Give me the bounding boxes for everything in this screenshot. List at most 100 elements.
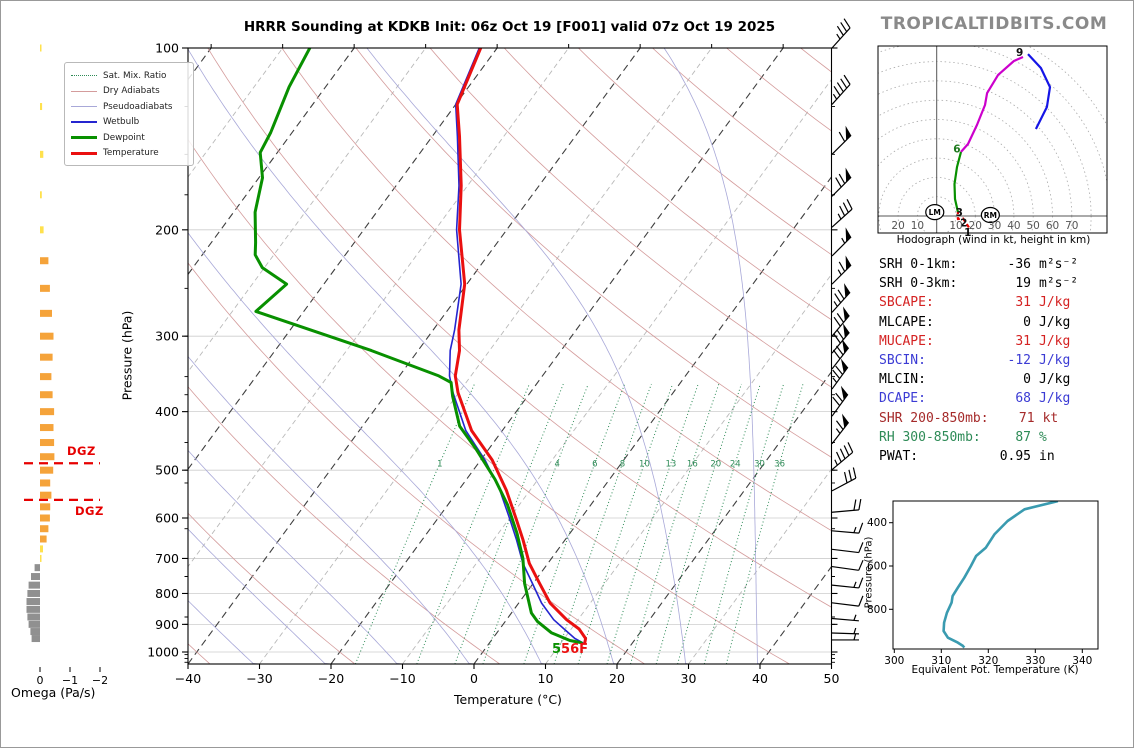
- wind-barbs: [831, 18, 864, 641]
- stat-row-mucape: MUCAPE: 31 J/kg: [879, 333, 1071, 349]
- hodo-marker-LM: [925, 204, 945, 221]
- svg-text:320: 320: [978, 655, 998, 667]
- surface-dewpoint-label: 5: [552, 642, 562, 657]
- svg-text:700: 700: [155, 551, 179, 566]
- svg-text:500: 500: [155, 463, 179, 478]
- stat-row-rh: RH 300-850mb: 87%: [879, 429, 1047, 445]
- svg-text:900: 900: [155, 617, 179, 632]
- dewpoint-swatch: [71, 136, 97, 140]
- surface-temperature-label: 56F: [561, 642, 589, 657]
- legend-item: Sat. Mix. Ratio: [71, 68, 187, 84]
- svg-text:0: 0: [37, 674, 44, 687]
- pseudoadiabat-swatch: [71, 106, 97, 108]
- legend-item: Temperature: [71, 146, 187, 162]
- svg-text:60: 60: [1046, 220, 1059, 232]
- svg-text:−30: −30: [246, 671, 272, 686]
- thetae-axis-title: Equivalent Pot. Temperature (K): [911, 664, 1079, 676]
- svg-text:24: 24: [730, 459, 741, 469]
- svg-text:20: 20: [969, 220, 982, 232]
- stat-row-shr: SHR 200-850mb: 71 kt: [879, 410, 1059, 426]
- svg-text:2: 2: [960, 218, 967, 230]
- svg-text:10: 10: [911, 220, 924, 232]
- stat-row-pwat: PWAT: 0.95 in: [879, 448, 1055, 464]
- svg-text:310: 310: [931, 655, 951, 667]
- svg-text:−20: −20: [318, 671, 344, 686]
- wetbulb-swatch: [71, 121, 97, 124]
- hodo-segment-6-9km: [960, 55, 1024, 153]
- site-logo: TROPICALTIDBITS.COM: [880, 14, 1108, 34]
- svg-text:50: 50: [824, 671, 840, 686]
- svg-text:30: 30: [754, 459, 765, 469]
- legend-label: Wetbulb: [103, 117, 140, 128]
- svg-text:LM: LM: [929, 208, 941, 217]
- svg-text:600: 600: [867, 561, 887, 573]
- svg-text:800: 800: [867, 604, 887, 616]
- thetae-curve: [942, 501, 1059, 649]
- svg-text:−2: −2: [92, 674, 108, 687]
- svg-text:6: 6: [953, 143, 960, 155]
- svg-text:3: 3: [956, 207, 963, 219]
- svg-text:0: 0: [470, 671, 478, 686]
- svg-text:100: 100: [155, 41, 179, 56]
- dgz-label-upper: DGZ: [67, 444, 96, 458]
- svg-text:30: 30: [681, 671, 697, 686]
- omega-axis-title: Omega (Pa/s): [11, 685, 96, 700]
- satmix-line-swatch: [71, 75, 97, 77]
- svg-text:1: 1: [437, 459, 442, 469]
- dry-adiabat-swatch: [71, 90, 97, 92]
- mixing-ratio-lines: [354, 383, 804, 664]
- svg-text:36: 36: [774, 459, 785, 469]
- legend-label: Dry Adiabats: [103, 86, 160, 97]
- pressure-axis-title: Pressure (hPa): [119, 310, 135, 401]
- svg-text:400: 400: [155, 404, 179, 419]
- dgz-label-lower: DGZ: [75, 504, 104, 518]
- stat-row-srh1: SRH 0-1km: -36 m²s⁻²: [879, 257, 1079, 272]
- svg-text:40: 40: [1007, 220, 1020, 232]
- hodo-marker-RM: [980, 206, 1000, 224]
- thetae-panel: 400 600 800 300 310 320 330 340: [867, 500, 1099, 667]
- svg-text:RM: RM: [984, 211, 997, 220]
- hodo-segment-9km+: [1027, 53, 1052, 130]
- page-title: HRRR Sounding at KDKB Init: 06z Oct 19 […: [243, 19, 776, 35]
- svg-text:20: 20: [891, 220, 904, 232]
- mixing-ratio-labels: 1 4 6 8 10 13 16 20 24 30 36: [437, 459, 785, 469]
- surface-temp-labels: 556F: [552, 642, 588, 657]
- temperature-swatch: [71, 151, 97, 155]
- hodograph-caption: Hodograph (wind in kt, height in km): [896, 234, 1091, 246]
- legend-label: Sat. Mix. Ratio: [103, 70, 167, 81]
- svg-text:600: 600: [155, 511, 179, 526]
- stat-row-mlcape: MLCAPE: 0 J/kg: [879, 314, 1071, 330]
- svg-text:30: 30: [988, 220, 1001, 232]
- thetae-pressure-title: Pressure (hPa): [863, 536, 875, 609]
- dry-adiabats: [188, 48, 832, 664]
- svg-text:−40: −40: [175, 671, 201, 686]
- legend-item: Pseudoadiabats: [71, 99, 187, 115]
- svg-text:4: 4: [555, 459, 560, 469]
- hodo-segment-3-6km: [953, 151, 963, 213]
- svg-text:300: 300: [884, 655, 904, 667]
- svg-text:−10: −10: [389, 671, 415, 686]
- svg-text:400: 400: [867, 517, 887, 529]
- svg-text:9: 9: [1016, 47, 1023, 59]
- svg-text:70: 70: [1065, 220, 1078, 232]
- svg-text:20: 20: [609, 671, 625, 686]
- indices-panel: SRH 0-1km: -36 m²s⁻² SRH 0-3km: 19 m²s⁻² SBC…: [879, 255, 1095, 466]
- svg-text:16: 16: [687, 459, 698, 469]
- svg-text:10: 10: [639, 459, 650, 469]
- temperature-curve: [453, 48, 588, 645]
- thetae-curve-group: [942, 501, 1059, 649]
- wetbulb-curve: [448, 48, 584, 644]
- stat-row-dcape: DCAPE: 68 J/kg: [879, 391, 1071, 407]
- legend-box: Sat. Mix. Ratio Dry Adiabats Pseudoadiab…: [64, 62, 194, 166]
- svg-text:6: 6: [592, 459, 597, 469]
- svg-text:8: 8: [620, 459, 625, 469]
- legend-label: Dewpoint: [103, 132, 145, 143]
- svg-text:1000: 1000: [147, 645, 179, 660]
- dewpoint-curve: [253, 48, 583, 645]
- svg-text:300: 300: [155, 329, 179, 344]
- skewt-plot: 1 4 6 8 10 13 16 20 24 30 36: [188, 48, 832, 664]
- svg-text:10: 10: [949, 220, 962, 232]
